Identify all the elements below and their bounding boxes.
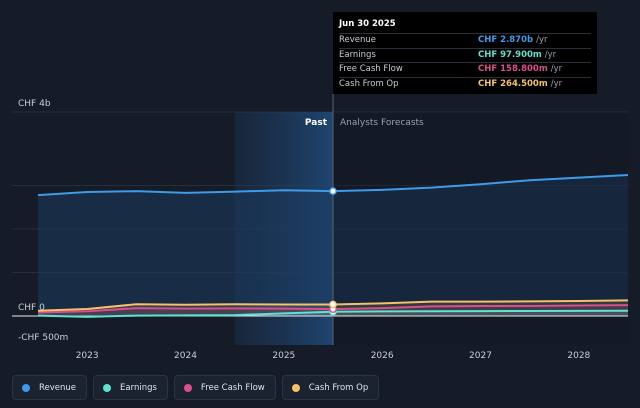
x-tick-label: 2026 [371,351,394,361]
legend-item-free-cash-flow[interactable]: Free Cash Flow [173,375,276,400]
past-label: Past [305,118,328,128]
legend-dot-icon [103,383,112,392]
tooltip-row-earnings: Earnings CHF 97.900m /yr [339,47,591,63]
tooltip: Jun 30 2025 Revenue CHF 2.870b /yr Earni… [333,12,597,94]
tooltip-row-free-cash-flow: Free Cash Flow CHF 158.800m /yr [339,62,591,77]
y-axis-label: CHF 0 [18,303,45,313]
forecast-label: Analysts Forecasts [340,118,424,128]
legend-item-revenue[interactable]: Revenue [12,375,88,400]
legend-item-earnings[interactable]: Earnings [93,375,168,400]
tooltip-unit: /yr [536,35,548,45]
tooltip-label: Earnings [339,49,376,60]
legend-dot-icon [291,383,300,392]
tooltip-unit: /yr [550,78,563,89]
y-axis-label: -CHF 500m [18,333,68,343]
x-tick-label: 2027 [469,351,492,361]
tooltip-date: Jun 30 2025 [339,19,396,29]
legend-label: Earnings [120,382,157,393]
tooltip-unit: /yr [544,49,557,60]
x-tick-label: 2023 [76,351,99,361]
legend-dot-icon [22,383,30,392]
x-tick-label: 2025 [272,351,295,361]
marker-revenue [329,187,337,196]
tooltip-label: Cash From Op [339,78,399,89]
tooltip-row-cash-from-op: Cash From Op CHF 264.500m /yr [339,76,591,92]
legend-item-cash-from-op[interactable]: Cash From Op [281,375,380,400]
tooltip-value: CHF 158.800m [478,64,548,74]
legend-label: Free Cash Flow [200,382,265,393]
legend-label: Cash From Op [308,382,369,393]
tooltip-label: Free Cash Flow [339,64,403,74]
tooltip-unit: /yr [550,64,563,74]
legend-dot-icon [183,383,192,392]
legend-label: Revenue [39,382,77,393]
tooltip-value: CHF 264.500m [478,78,548,89]
marker-cash-from-op [329,300,337,309]
y-axis-label: CHF 4b [18,99,51,109]
tooltip-row-revenue: Revenue CHF 2.870b /yr [339,33,591,48]
tooltip-label: Revenue [339,35,377,45]
tooltip-value: CHF 2.870b [478,35,534,45]
legend: Revenue Earnings Free Cash Flow Cash Fro… [12,375,380,400]
x-tick-label: 2028 [567,351,590,361]
tooltip-value: CHF 97.900m [478,49,542,60]
x-tick-label: 2024 [174,351,197,361]
